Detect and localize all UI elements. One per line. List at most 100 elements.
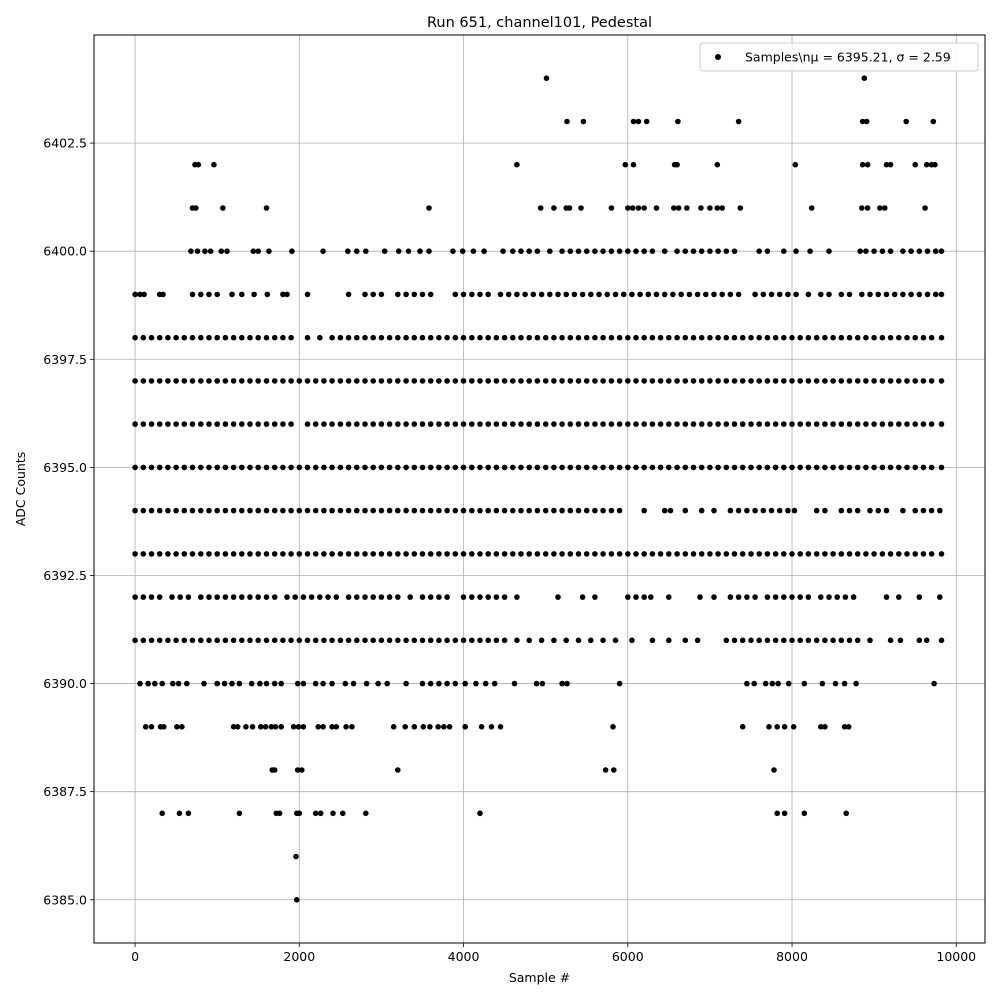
data-point — [386, 421, 393, 427]
data-point — [363, 810, 369, 817]
data-point — [514, 291, 520, 298]
data-point — [427, 291, 434, 298]
data-point — [707, 551, 713, 557]
data-point — [748, 421, 754, 427]
data-point — [222, 507, 229, 514]
data-point — [633, 378, 639, 384]
data-point — [661, 291, 668, 298]
data-point — [444, 507, 450, 514]
data-point — [744, 680, 750, 687]
data-point — [612, 291, 619, 298]
data-point — [312, 551, 319, 557]
data-point — [452, 378, 459, 384]
data-point — [916, 594, 923, 600]
data-point — [304, 551, 311, 557]
data-point — [600, 464, 606, 471]
data-point — [470, 248, 477, 254]
data-point — [284, 594, 290, 600]
data-point — [838, 334, 845, 341]
data-point — [206, 507, 212, 514]
data-point — [714, 205, 721, 211]
data-point — [189, 464, 196, 471]
data-point — [206, 421, 212, 427]
data-point — [583, 421, 590, 427]
data-point — [510, 464, 516, 471]
data-point — [789, 378, 795, 384]
data-point — [896, 551, 902, 557]
data-point — [345, 464, 352, 471]
data-point — [698, 378, 705, 384]
data-point — [148, 378, 155, 384]
data-point — [343, 724, 349, 730]
data-point — [278, 724, 285, 730]
data-point — [867, 507, 873, 514]
data-point — [764, 334, 771, 341]
data-point — [222, 637, 229, 644]
data-point — [838, 507, 845, 514]
data-point — [370, 507, 377, 514]
data-point — [739, 551, 746, 557]
data-point — [822, 507, 828, 514]
data-point — [189, 421, 196, 427]
data-point — [255, 334, 261, 341]
data-point — [542, 334, 549, 341]
data-point — [937, 507, 943, 514]
data-point — [304, 291, 311, 298]
data-point — [293, 853, 299, 860]
data-point — [255, 464, 261, 471]
data-point — [813, 551, 820, 557]
data-point — [752, 291, 758, 298]
data-point — [879, 551, 886, 557]
data-point — [427, 378, 434, 384]
data-point — [419, 334, 426, 341]
data-point — [411, 724, 418, 730]
data-point — [230, 334, 237, 341]
x-tick-label: 10000 — [936, 949, 976, 964]
data-point — [436, 378, 442, 384]
data-point — [805, 551, 812, 557]
data-point — [206, 551, 212, 557]
data-point — [588, 637, 594, 644]
data-point — [132, 594, 138, 600]
data-point — [239, 378, 245, 384]
data-point — [236, 810, 243, 817]
data-point — [370, 334, 377, 341]
data-point — [922, 205, 928, 211]
data-point — [670, 291, 676, 298]
chart-title: Run 651, channel101, Pedestal — [427, 15, 652, 31]
data-point — [854, 464, 861, 471]
data-point — [321, 551, 327, 557]
data-point — [534, 507, 541, 514]
data-point — [789, 551, 795, 557]
data-point — [132, 507, 138, 514]
data-point — [819, 680, 826, 687]
data-point — [723, 551, 730, 557]
data-point — [444, 378, 450, 384]
data-point — [452, 507, 459, 514]
data-point — [854, 507, 861, 514]
data-point — [789, 421, 795, 427]
data-point — [395, 334, 401, 341]
data-point — [363, 248, 369, 254]
data-point — [247, 378, 253, 384]
data-point — [140, 378, 147, 384]
data-point — [510, 421, 516, 427]
data-point — [563, 291, 569, 298]
data-point — [526, 637, 532, 644]
data-point — [533, 680, 540, 687]
data-point — [867, 291, 873, 298]
data-point — [263, 205, 270, 211]
data-point — [600, 507, 606, 514]
data-point — [859, 291, 865, 298]
data-point — [477, 291, 483, 298]
data-point — [194, 248, 201, 254]
data-point — [900, 291, 906, 298]
data-point — [148, 421, 155, 427]
data-point — [482, 680, 489, 687]
data-point — [571, 291, 578, 298]
data-point — [452, 551, 459, 557]
data-point — [912, 464, 918, 471]
data-point — [173, 421, 179, 427]
data-point — [436, 507, 442, 514]
data-point — [452, 334, 459, 341]
